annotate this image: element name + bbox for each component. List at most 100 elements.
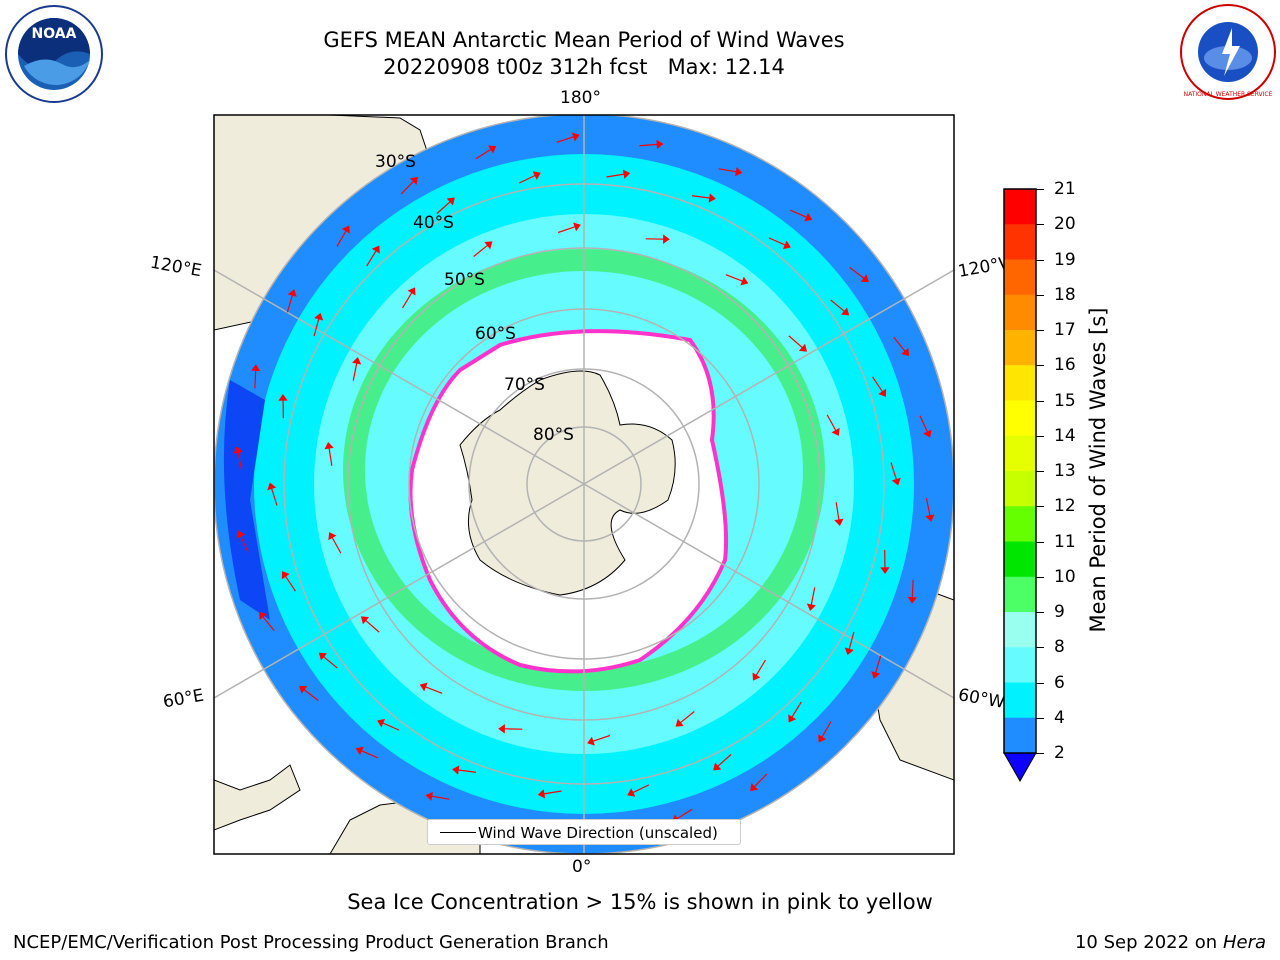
wind-arrow-shaft xyxy=(788,335,803,349)
wind-arrow-head xyxy=(267,482,277,491)
wind-arrow-shaft xyxy=(925,498,931,516)
wind-arrow-shaft xyxy=(262,616,275,631)
colorbar xyxy=(1003,188,1037,783)
colorbar-tick-mark xyxy=(1036,224,1044,226)
wind-arrow-head xyxy=(880,567,890,574)
wind-arrow-head xyxy=(328,532,337,541)
wind-arrow-shaft xyxy=(303,689,319,701)
wind-arrow-shaft xyxy=(400,180,415,195)
wind-arrow-shaft xyxy=(789,209,807,218)
lat-label-40s: 40°S xyxy=(413,213,454,233)
wind-arrow-shaft xyxy=(284,575,296,592)
colorbar-block xyxy=(1004,506,1036,542)
lat-label-70s: 70°S xyxy=(504,375,545,395)
colorbar-block xyxy=(1004,365,1036,401)
lat-label-30s: 30°S xyxy=(375,152,416,172)
wind-arrow-shaft xyxy=(874,655,882,674)
wind-arrow-head xyxy=(735,167,743,177)
colorbar-tick-label: 13 xyxy=(1054,461,1076,481)
colorbar-extend-triangle xyxy=(1003,752,1037,783)
wind-arrow-head xyxy=(419,682,428,692)
wind-arrow-head xyxy=(831,427,840,436)
wind-arrow-shaft xyxy=(791,701,802,718)
colorbar-block xyxy=(1004,682,1036,719)
colorbar-tick-label: 12 xyxy=(1054,496,1076,517)
footer-host: Hera xyxy=(1222,932,1266,953)
wind-arrow-shaft xyxy=(676,808,693,820)
wind-arrow-shaft xyxy=(592,734,611,742)
colorbar-block xyxy=(1004,435,1036,472)
footer-date-text: 10 Sep 2022 on xyxy=(1074,932,1218,953)
wind-arrow-head xyxy=(891,477,901,486)
wind-arrow-shaft xyxy=(632,784,650,794)
colorbar-tick-mark xyxy=(1036,541,1044,543)
wind-arrow-head xyxy=(844,647,854,656)
wind-arrow-head xyxy=(532,171,541,180)
wind-arrow-head xyxy=(446,197,455,206)
wind-arrow-head xyxy=(713,762,722,771)
wind-arrow-head xyxy=(498,724,505,734)
wind-arrow-head xyxy=(236,530,245,539)
wind-arrow-head xyxy=(587,736,595,746)
wind-arrow-head xyxy=(425,791,433,801)
wind-arrow-shaft xyxy=(849,267,865,279)
map-title: GEFS MEAN Antarctic Mean Period of Wind … xyxy=(323,28,845,52)
wind-arrow-head xyxy=(788,714,797,723)
noaa-logo-text: NOAA xyxy=(32,26,77,42)
wind-arrow-shaft xyxy=(366,250,377,267)
colorbar-tick-mark xyxy=(1036,506,1044,508)
wind-arrow-head xyxy=(452,765,460,775)
wind-arrow-shaft xyxy=(431,795,450,800)
colorbar-tick-label: 16 xyxy=(1054,355,1076,376)
wind-arrow-shaft xyxy=(890,462,897,480)
wind-arrow-shaft xyxy=(313,318,320,337)
colorbar-tick-mark xyxy=(1036,330,1044,331)
colorbar-tick-label: 19 xyxy=(1054,249,1076,270)
wind-arrow-shaft xyxy=(331,537,342,554)
colorbar-block xyxy=(1004,294,1036,331)
wind-arrow-shaft xyxy=(911,579,914,598)
colorbar-tick-mark xyxy=(1036,682,1044,684)
colorbar-block xyxy=(1004,576,1036,613)
colorbar-tick-label: 8 xyxy=(1054,637,1065,658)
colorbar-block xyxy=(1004,330,1036,366)
wind-arrow-shaft xyxy=(336,230,347,247)
colorbar-block xyxy=(1004,717,1036,754)
lon-label-180: 180° xyxy=(560,88,601,108)
wind-arrow-head xyxy=(281,571,290,580)
wind-arrow-head xyxy=(782,240,791,250)
wind-arrow-head xyxy=(798,343,808,352)
wind-arrow-head xyxy=(488,145,497,154)
ocean-deep-west xyxy=(223,380,270,620)
wind-arrow-head xyxy=(573,222,581,232)
wind-arrow-head xyxy=(571,132,580,142)
colorbar-tick-mark xyxy=(1036,647,1044,649)
wind-arrow-head xyxy=(804,212,813,222)
wind-arrow-shaft xyxy=(919,415,929,433)
wind-arrow-shaft xyxy=(556,136,575,143)
wind-arrow-head xyxy=(878,388,887,397)
colorbar-tick-label: 15 xyxy=(1054,390,1076,411)
colorbar-block xyxy=(1004,647,1036,683)
wind-arrow-head xyxy=(834,518,844,526)
wind-arrow-shaft xyxy=(718,168,737,173)
wind-arrow-head xyxy=(923,429,932,438)
wind-arrow-head xyxy=(708,193,716,203)
wind-arrow-shaft xyxy=(328,447,333,466)
wind-arrow-shaft xyxy=(402,292,413,309)
wind-arrow-shaft xyxy=(382,722,400,731)
wind-arrow-head xyxy=(314,312,324,321)
colorbar-block xyxy=(1004,471,1036,507)
colorbar-tick-label: 9 xyxy=(1054,602,1065,622)
wind-arrow-shaft xyxy=(518,174,536,184)
colorbar-tick-label: 21 xyxy=(1054,179,1076,199)
legend-line-swatch xyxy=(440,832,476,833)
wind-arrow-head xyxy=(871,671,881,679)
wind-arrow-head xyxy=(750,783,759,792)
wind-arrow-shaft xyxy=(810,587,816,606)
colorbar-tick-mark xyxy=(1036,189,1044,190)
colorbar-block xyxy=(1004,541,1036,578)
colorbar-tick-mark xyxy=(1036,576,1044,578)
wind-arrow-shaft xyxy=(458,769,477,773)
wind-arrow-head xyxy=(324,442,334,450)
